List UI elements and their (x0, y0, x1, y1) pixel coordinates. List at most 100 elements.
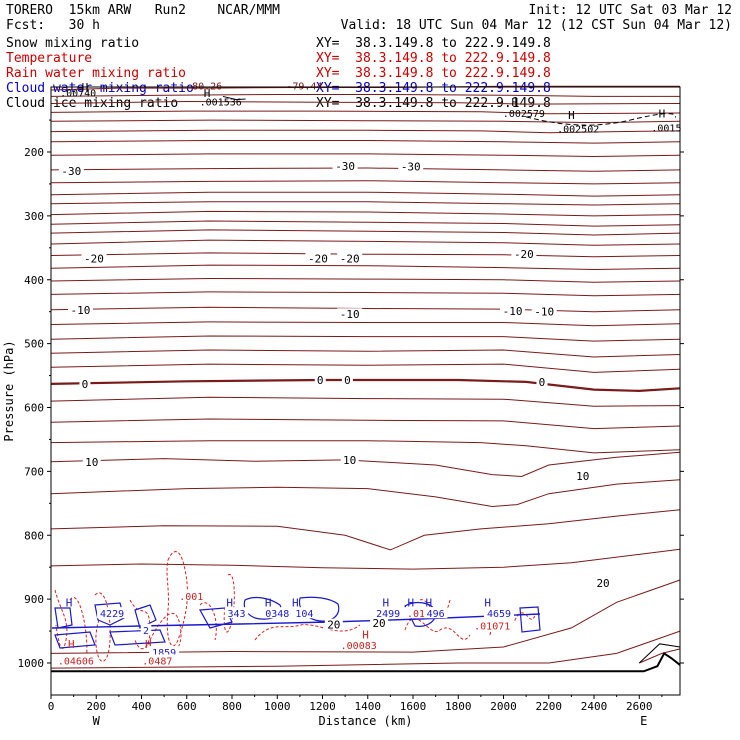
x-tick-label: 1200 (309, 700, 336, 713)
isotherm (50, 229, 681, 236)
isotherm (50, 167, 681, 172)
x-tick-label: 2000 (490, 700, 517, 713)
isotherm-label-bg (82, 455, 101, 467)
field-label-bg (292, 607, 317, 619)
field-label-bg (403, 607, 441, 619)
field-label-bg (149, 646, 180, 658)
high-marker: H (383, 596, 390, 609)
high-marker: H (68, 638, 75, 651)
isotherm-label-bg (500, 305, 526, 317)
x-tick-label: 400 (132, 700, 152, 713)
isotherm (50, 239, 681, 246)
y-tick-label: 400 (24, 274, 44, 287)
isotherm-label: -30 (335, 160, 355, 173)
isotherm-label: 0 (344, 374, 351, 387)
high-marker: H (204, 87, 211, 100)
isotherm (50, 291, 681, 297)
isotherm-label: 10 (85, 456, 98, 469)
y-tick-label: 500 (24, 338, 44, 351)
isotherm-label-bg (81, 252, 107, 264)
isotherm-label-bg (370, 616, 389, 628)
extremum-value-label: .002579 (503, 109, 545, 120)
isotherm (50, 110, 681, 115)
isotherm (639, 648, 681, 664)
field-value-label: 496 (427, 609, 445, 620)
terrain-line (51, 651, 681, 673)
field-value-label: 2 (143, 626, 149, 637)
field-label-bg (337, 639, 381, 651)
forecast-hour: Fcst: 30 h (6, 18, 100, 33)
isotherm (50, 153, 681, 158)
field-value-label: .04606 (58, 656, 94, 667)
high-marker: H (512, 96, 519, 109)
field-value-label: .001 (179, 592, 203, 603)
snow-contour (526, 113, 676, 126)
x-tick-label: 1800 (445, 700, 472, 713)
isotherm-label: -10 (534, 306, 554, 319)
field-label-bg (224, 607, 249, 619)
isotherm (50, 277, 681, 283)
cloud-water-contour (54, 631, 96, 649)
cloud-water-contour (109, 629, 166, 646)
isotherm (50, 335, 681, 342)
field-xy-snow: XY= 38.3.149.8 to 222.9.149.8 (316, 36, 551, 51)
isotherm-label-bg (337, 252, 363, 264)
isotherm-label-bg (531, 305, 557, 317)
valid-time: Valid: 18 UTC Sun 04 Mar 12 (12 CST Sun … (340, 18, 732, 33)
run-title: TORERO 15km ARW Run2 NCAR/MMM (6, 3, 280, 18)
field-label-snow: Snow mixing ratio (6, 36, 140, 51)
field-label-cloud-ice: Cloud ice mixing ratio (6, 96, 179, 111)
isotherm (50, 440, 681, 454)
isotherm (50, 509, 681, 551)
high-marker: H (226, 596, 233, 609)
y-tick-label: 900 (24, 593, 44, 606)
field-value-label: 4229 (100, 609, 124, 620)
isotherm (50, 180, 681, 185)
isotherm-label-bg (536, 375, 548, 387)
y-tick-label: 300 (24, 210, 44, 223)
field-value-label: 2499 (376, 609, 400, 620)
isotherm (50, 264, 681, 271)
isotherm (50, 479, 681, 508)
rain-contour (199, 602, 217, 641)
field-label-rain: Rain water mixing ratio (6, 66, 187, 81)
field-value-label: 343 (228, 609, 246, 620)
extremum-value-label: .00740 (60, 89, 96, 100)
field-label-bg (423, 607, 448, 619)
y-axis-title: Pressure (hPa) (2, 340, 16, 441)
cloud-water-contour (54, 607, 73, 629)
field-label-bg (176, 589, 207, 601)
isotherm-label: 20 (596, 577, 609, 590)
rain-contour (94, 592, 111, 662)
isotherm (50, 94, 680, 97)
high-marker: H (265, 596, 272, 609)
isotherm-label-bg (341, 374, 353, 386)
rain-contour (254, 624, 361, 641)
field-value-label: .0156 (407, 609, 437, 620)
field-value-label: .0487 (142, 656, 172, 667)
y-tick-label: 800 (24, 529, 44, 542)
field-xy-rain: XY= 38.3.149.8 to 222.9.149.8 (316, 66, 551, 81)
init-time: Init: 12 UTC Sat 03 Mar 12 (528, 3, 733, 18)
isotherm-label-bg (594, 577, 613, 589)
x-tick-label: 1000 (264, 700, 291, 713)
isotherm-label: -10 (340, 308, 360, 321)
snow-contour (222, 95, 246, 101)
cloud-water-contour (134, 604, 157, 629)
x-tick-label: 0 (48, 700, 55, 713)
high-marker: H (292, 596, 299, 609)
isotherm (50, 321, 681, 327)
field-value-label: 4659 (487, 609, 511, 620)
y-tick-label: 700 (24, 465, 44, 478)
high-marker: H (66, 596, 73, 609)
high-marker: H (568, 109, 575, 122)
isotherm-label: 10 (343, 454, 356, 467)
isotherm (50, 630, 681, 669)
x-tick-label: 2200 (536, 700, 563, 713)
isotherm-label-bg (67, 303, 93, 315)
field-xy-cloud-water: XY= 38.3.149.8 to 222.9.149.8 (316, 81, 551, 96)
isotherm (50, 252, 681, 258)
isotherm-label: -10 (503, 305, 523, 318)
isotherm (50, 201, 681, 206)
